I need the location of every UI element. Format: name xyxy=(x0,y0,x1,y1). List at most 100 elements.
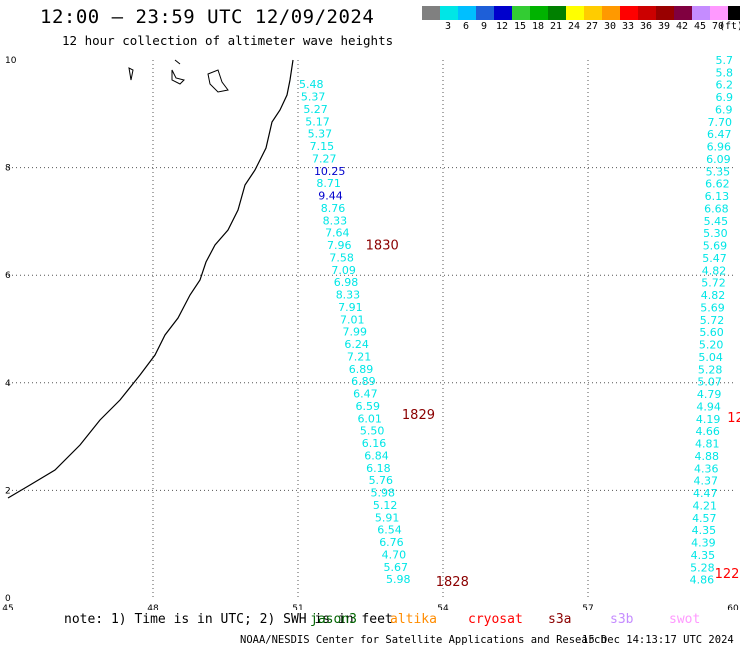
wave-height-label: 7.58 xyxy=(329,251,354,264)
y-tick-label: 0 xyxy=(5,594,11,604)
wave-height-label: 5.69 xyxy=(703,240,728,253)
wave-height-label: 6.89 xyxy=(351,375,376,388)
wave-height-label: 5.69 xyxy=(700,301,725,314)
wave-height-label: 7.21 xyxy=(347,350,372,363)
legend-label: 24 xyxy=(567,21,581,32)
wave-height-label: 5.72 xyxy=(701,277,726,290)
wave-height-label: 6.76 xyxy=(379,536,404,549)
x-tick-label: 45 xyxy=(2,604,13,610)
wave-height-label: 6.16 xyxy=(362,437,387,450)
legend-swatch xyxy=(656,6,674,20)
wave-height-label: 5.17 xyxy=(305,115,330,128)
wave-height-label: 8.71 xyxy=(316,177,341,190)
legend-swatch xyxy=(566,6,584,20)
satellite-cryosat: cryosat xyxy=(468,612,523,627)
time-label: 12 xyxy=(727,411,740,426)
island xyxy=(171,69,185,85)
wave-height-label: 6.62 xyxy=(705,178,730,191)
note-text: note: 1) Time is in UTC; 2) SWH is in fe… xyxy=(64,612,393,627)
wave-height-label: 8.76 xyxy=(321,202,346,215)
wave-height-label: 4.47 xyxy=(693,487,718,500)
legend-swatch xyxy=(602,6,620,20)
wave-height-label: 4.82 xyxy=(701,289,726,302)
legend-swatch xyxy=(638,6,656,20)
wave-height-label: 4.21 xyxy=(693,499,718,512)
satellite-s3b: s3b xyxy=(610,612,634,627)
x-tick-label: 48 xyxy=(147,604,159,610)
wave-height-label: 7.99 xyxy=(342,326,367,339)
satellite-s3a: s3a xyxy=(548,612,572,627)
wave-height-label: 5.28 xyxy=(698,363,723,376)
wave-height-label: 4.39 xyxy=(691,537,716,550)
wave-height-label: 6.01 xyxy=(357,412,382,425)
wave-height-label: 8.33 xyxy=(323,214,348,227)
wave-height-label: 4.79 xyxy=(697,388,722,401)
wave-height-label: 6.13 xyxy=(705,190,730,203)
legend-label: 30 xyxy=(603,21,617,32)
wave-height-label: 7.27 xyxy=(312,152,337,165)
legend-swatch xyxy=(512,6,530,20)
wave-height-label: 4.88 xyxy=(694,450,719,463)
wave-height-label: 5.35 xyxy=(706,165,731,178)
wave-height-label: 7.64 xyxy=(325,227,350,240)
wave-height-label: 5.37 xyxy=(308,128,333,141)
wave-height-label: 5.91 xyxy=(375,511,400,524)
wave-height-label: 8.33 xyxy=(336,289,361,302)
legend-label: 9 xyxy=(480,21,488,32)
wave-height-label: 4.35 xyxy=(691,549,716,562)
legend-label: 70 xyxy=(711,21,725,32)
wave-height-label: 5.7 xyxy=(716,54,734,67)
wave-height-label: 4.82 xyxy=(702,264,727,277)
time-label: 1828 xyxy=(436,575,469,590)
legend-label: 33 xyxy=(621,21,635,32)
legend-label: 6 xyxy=(462,21,470,32)
wave-height-label: 7.15 xyxy=(310,140,335,153)
wave-height-label: 6.68 xyxy=(704,202,729,215)
wave-height-label: 5.07 xyxy=(697,376,722,389)
satellite-altika: altika xyxy=(390,612,437,627)
legend-swatch xyxy=(530,6,548,20)
wave-height-label: 5.27 xyxy=(303,103,328,116)
legend-swatch xyxy=(440,6,458,20)
time-label: 1829 xyxy=(402,408,435,423)
wave-height-label: 7.01 xyxy=(340,313,365,326)
y-tick-label: 8 xyxy=(5,164,11,174)
wave-height-label: 4.66 xyxy=(695,425,720,438)
legend-swatch xyxy=(458,6,476,20)
wave-height-label: 6.47 xyxy=(353,388,378,401)
wave-height-label: 5.50 xyxy=(360,425,385,438)
x-tick-label: 51 xyxy=(292,604,303,610)
legend-label: 12 xyxy=(495,21,509,32)
wave-height-label: 5.98 xyxy=(371,487,396,500)
wave-height-label: 4.86 xyxy=(690,574,715,587)
wave-height-label: 6.47 xyxy=(707,128,732,141)
wave-height-label: 5.72 xyxy=(700,314,725,327)
legend-label: 45 xyxy=(693,21,707,32)
wave-height-label: 4.57 xyxy=(692,512,717,525)
legend-swatch xyxy=(476,6,494,20)
wave-height-label: 4.81 xyxy=(695,438,720,451)
legend-label: 39 xyxy=(657,21,671,32)
x-tick-label: 54 xyxy=(437,604,449,610)
footer-credit: NOAA/NESDIS Center for Satellite Applica… xyxy=(240,634,607,646)
legend-swatch xyxy=(422,6,440,20)
wave-height-label: 6.9 xyxy=(716,91,734,104)
wave-height-label: 7.91 xyxy=(338,301,363,314)
legend-label: 27 xyxy=(585,21,599,32)
legend-label: 18 xyxy=(531,21,545,32)
wave-height-label: 5.30 xyxy=(703,227,728,240)
coastline xyxy=(7,59,294,499)
wave-height-label: 5.47 xyxy=(702,252,727,265)
y-tick-label: 2 xyxy=(5,486,11,496)
legend-swatch xyxy=(674,6,692,20)
y-tick-label: 4 xyxy=(5,379,11,389)
wave-height-label: 5.45 xyxy=(704,215,729,228)
legend-swatch xyxy=(728,6,740,20)
wave-height-label: 6.84 xyxy=(364,449,389,462)
wave-height-label: 5.28 xyxy=(690,561,715,574)
wave-height-label: 5.37 xyxy=(301,91,326,104)
legend-label: 21 xyxy=(549,21,563,32)
wave-height-label: 4.94 xyxy=(696,400,721,413)
y-tick-label: 6 xyxy=(5,271,11,281)
x-tick-label: 57 xyxy=(582,604,593,610)
